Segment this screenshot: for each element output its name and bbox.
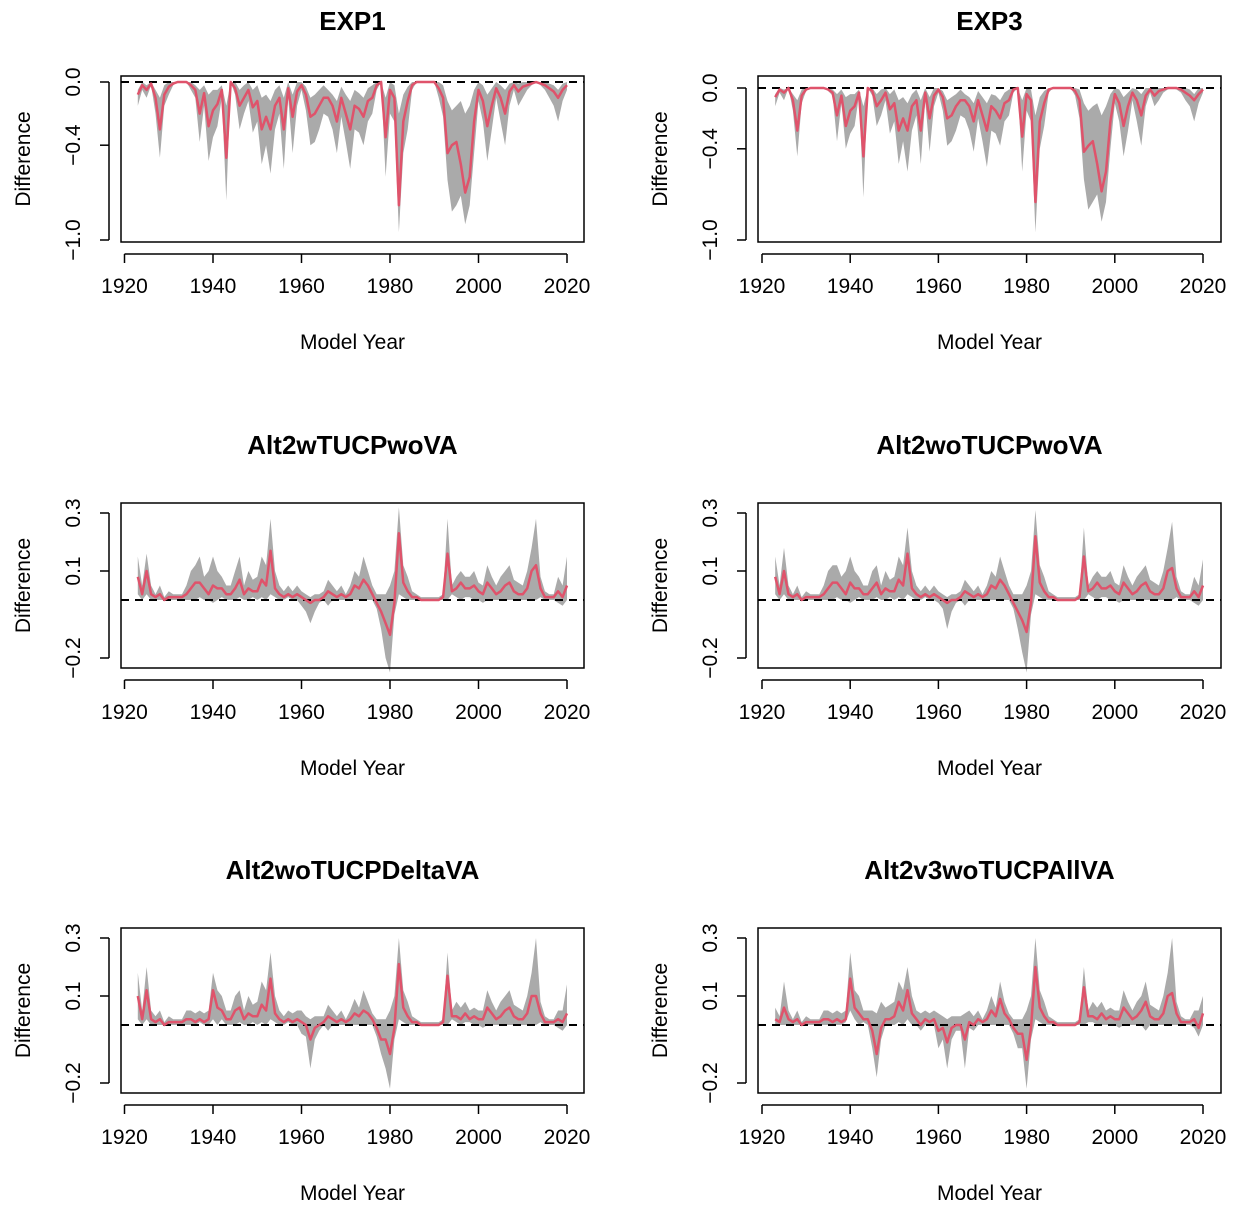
- y-tick-label: 0.0: [62, 67, 85, 96]
- x-tick-label: 1920: [739, 1126, 786, 1149]
- y-tick-label: 0.1: [699, 981, 722, 1010]
- x-tick-label: 1980: [367, 701, 414, 724]
- uncertainty-band: [137, 938, 568, 1089]
- chart-title: Alt2wTUCPwoVA: [247, 430, 458, 460]
- y-tick-label: 0.3: [62, 498, 85, 527]
- plot-frame: [757, 927, 1222, 1094]
- x-tick-label: 1940: [190, 1126, 237, 1149]
- x-tick-label: 1920: [739, 701, 786, 724]
- y-tick-label: 0.3: [62, 923, 85, 952]
- x-tick-label: 1940: [827, 701, 874, 724]
- median-line: [136, 532, 569, 637]
- x-tick-label: 1960: [278, 701, 325, 724]
- chart-panel: EXP1 1920 1940 1960 1980 2000 2020 −1.0 −0.4 0.0 M…: [12, 6, 590, 354]
- y-tick-label: −0.4: [62, 124, 85, 166]
- x-tick-label: 2000: [1091, 701, 1138, 724]
- y-tick-label: 0.0: [699, 73, 722, 102]
- x-tick-label: 1940: [827, 1126, 874, 1149]
- chart-title: Alt2woTUCPDeltaVA: [226, 855, 480, 885]
- x-axis-label: Model Year: [937, 1182, 1042, 1205]
- x-tick-label: 1960: [278, 275, 325, 298]
- x-tick-label: 1940: [190, 275, 237, 298]
- plot-frame: [757, 75, 1222, 243]
- chart-title: EXP1: [319, 6, 386, 36]
- x-axis-label: Model Year: [300, 757, 405, 780]
- y-tick-label: 0.1: [62, 556, 85, 585]
- y-tick-label: 0.3: [699, 923, 722, 952]
- x-tick-label: 1920: [101, 275, 148, 298]
- x-tick-label: 1940: [190, 701, 237, 724]
- y-tick-label: −0.4: [699, 128, 722, 170]
- x-tick-label: 1980: [1003, 1126, 1050, 1149]
- plot-frame: [757, 502, 1222, 669]
- y-axis-label: Difference: [649, 111, 672, 206]
- chart-title: EXP3: [956, 6, 1023, 36]
- y-tick-label: −1.0: [699, 219, 722, 260]
- chart-panel: EXP3 1920 1940 1960 1980 2000 2020 −1.0 −0.4 0.0 M…: [649, 6, 1226, 354]
- y-axis-label: Difference: [649, 538, 672, 633]
- uncertainty-band: [137, 82, 568, 233]
- chart-panel: Alt2woTUCPDeltaVA 1920 1940 1960 1980 2000 202…: [12, 855, 590, 1205]
- x-tick-label: 2020: [1180, 701, 1227, 724]
- x-tick-label: 2000: [455, 1126, 502, 1149]
- x-axis-label: Model Year: [300, 1182, 405, 1205]
- x-tick-label: 1920: [739, 275, 786, 298]
- x-tick-label: 2020: [544, 275, 591, 298]
- chart-title: Alt2v3woTUCPAllVA: [864, 855, 1115, 885]
- x-tick-label: 1960: [915, 275, 962, 298]
- x-tick-label: 2020: [1180, 275, 1227, 298]
- x-tick-label: 1940: [827, 275, 874, 298]
- median-line: [136, 962, 569, 1056]
- y-tick-label: −0.2: [699, 637, 722, 678]
- y-tick-label: 0.3: [699, 498, 722, 527]
- y-axis-label: Difference: [649, 963, 672, 1058]
- x-tick-label: 2000: [455, 275, 502, 298]
- plot-frame: [120, 927, 585, 1094]
- x-tick-label: 2020: [544, 701, 591, 724]
- x-tick-label: 2020: [1180, 1126, 1227, 1149]
- y-axis-label: Difference: [12, 963, 35, 1058]
- x-tick-label: 1980: [1003, 701, 1050, 724]
- y-tick-label: 0.1: [62, 981, 85, 1010]
- y-tick-label: −0.2: [62, 637, 85, 678]
- x-tick-label: 2020: [544, 1126, 591, 1149]
- chart-panel: Alt2v3woTUCPAllVA 1920 1940 1960 1980 2000 202…: [649, 855, 1226, 1205]
- x-tick-label: 1980: [1003, 275, 1050, 298]
- y-tick-label: −1.0: [62, 219, 85, 260]
- y-axis-label: Difference: [12, 111, 35, 206]
- median-line: [774, 86, 1204, 204]
- plot-frame: [120, 75, 585, 243]
- x-axis-label: Model Year: [300, 331, 405, 354]
- x-tick-label: 1960: [915, 1126, 962, 1149]
- median-line: [136, 80, 568, 207]
- y-tick-label: −0.2: [62, 1062, 85, 1103]
- x-axis-label: Model Year: [937, 331, 1042, 354]
- plot-frame: [120, 502, 585, 669]
- chart-title: Alt2woTUCPwoVA: [876, 430, 1103, 460]
- x-tick-label: 1960: [278, 1126, 325, 1149]
- x-tick-label: 2000: [455, 701, 502, 724]
- x-tick-label: 1980: [367, 275, 414, 298]
- x-tick-label: 2000: [1091, 1126, 1138, 1149]
- x-tick-label: 1920: [101, 701, 148, 724]
- median-line: [773, 534, 1205, 634]
- x-tick-label: 2000: [1091, 275, 1138, 298]
- chart-panel: Alt2woTUCPwoVA 1920 1940 1960 1980 2000 2020 −0…: [649, 430, 1226, 780]
- y-tick-label: 0.1: [699, 556, 722, 585]
- x-tick-label: 1960: [915, 701, 962, 724]
- chart-panel: Alt2wTUCPwoVA 1920 1940 1960 1980 2000 2020 −0.…: [12, 430, 590, 780]
- x-axis-label: Model Year: [937, 757, 1042, 780]
- x-tick-label: 1920: [101, 1126, 148, 1149]
- y-tick-label: −0.2: [699, 1062, 722, 1103]
- uncertainty-band: [775, 88, 1203, 233]
- median-line: [774, 965, 1205, 1062]
- x-tick-label: 1980: [367, 1126, 414, 1149]
- y-axis-label: Difference: [12, 538, 35, 633]
